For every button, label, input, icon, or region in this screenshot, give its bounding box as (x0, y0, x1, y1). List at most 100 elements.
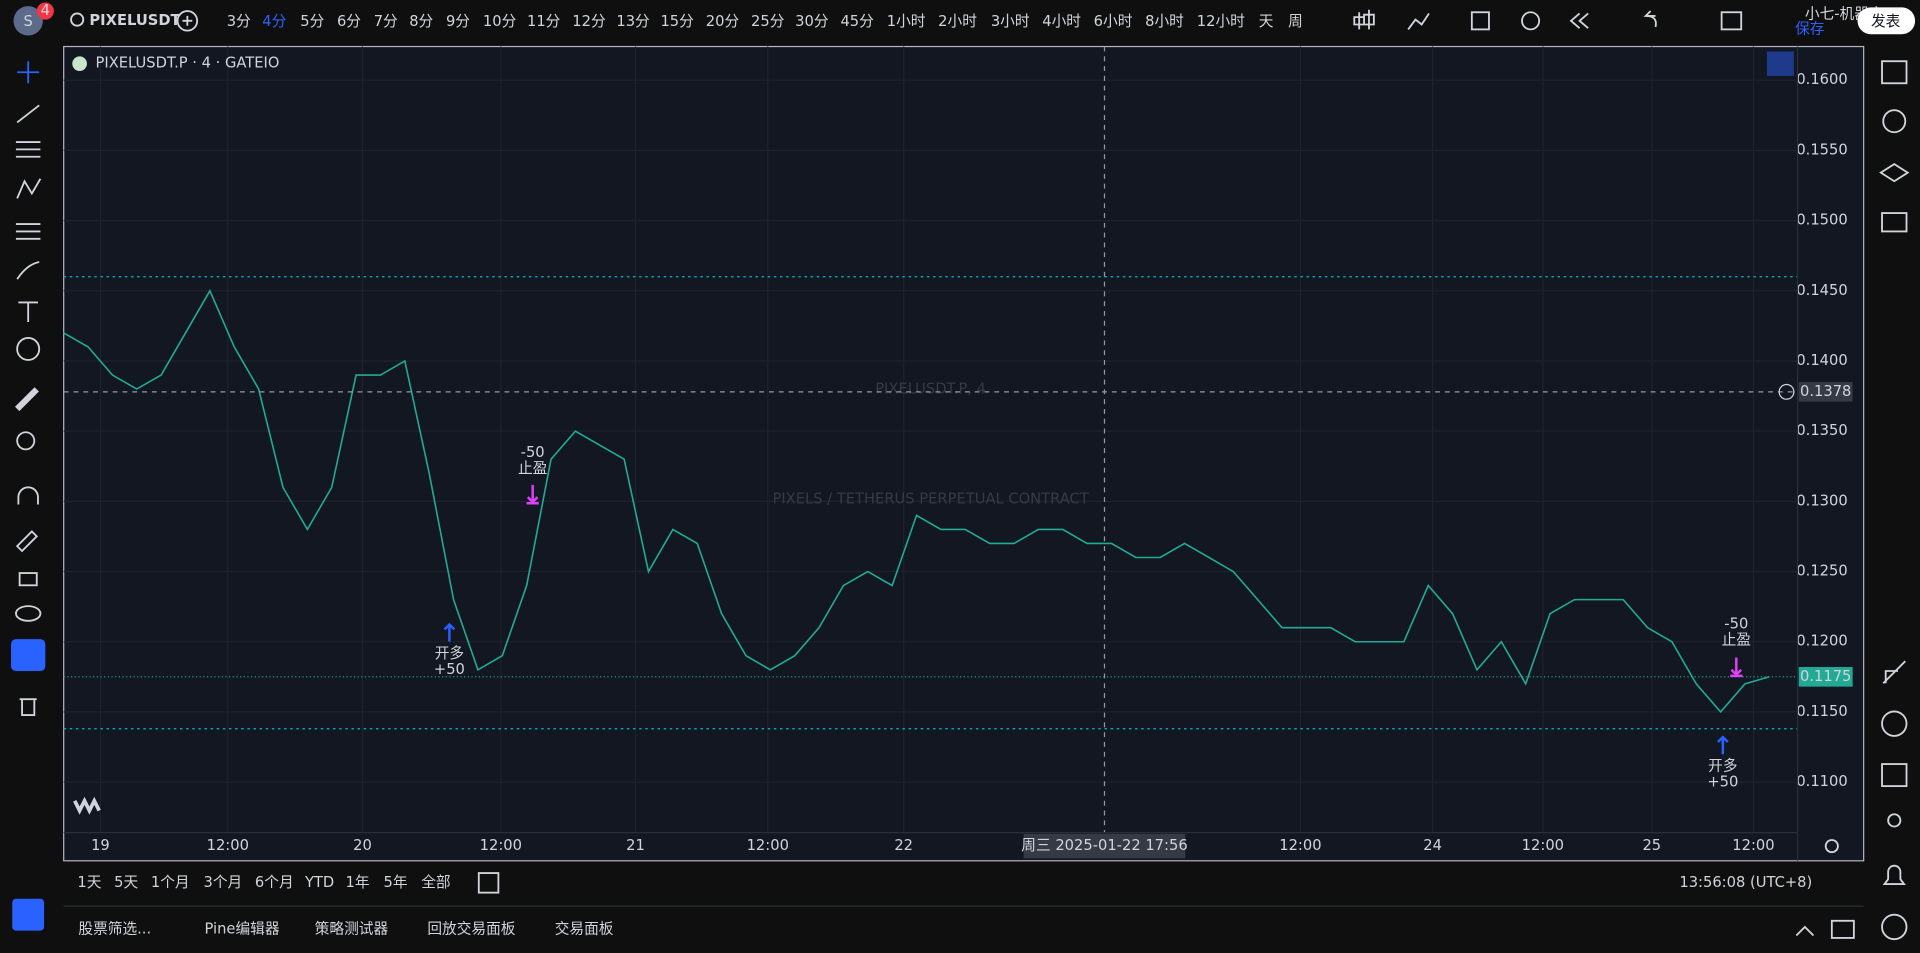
panel-tab[interactable]: 股票筛选... (78, 920, 151, 937)
replay-icon[interactable] (1569, 12, 1589, 29)
interval-button[interactable]: 15分 (660, 13, 694, 30)
link-tool[interactable] (11, 639, 46, 672)
range-button[interactable]: 3个月 (204, 874, 243, 891)
symbol[interactable]: PIXELUSDT (89, 12, 180, 29)
interval-button[interactable]: 7分 (374, 13, 398, 30)
lock-tool[interactable] (18, 572, 38, 587)
brush-tool[interactable] (16, 261, 40, 280)
people-icon[interactable] (1887, 813, 1902, 828)
time-tick-label: 12:00 (1522, 837, 1564, 854)
signal-qty: +50 (1707, 773, 1738, 790)
save-label[interactable]: 保存 (1795, 20, 1825, 37)
range-button[interactable]: YTD (304, 874, 334, 891)
add-alert[interactable] (1778, 383, 1795, 400)
settings-icon[interactable] (1824, 839, 1839, 854)
alerts-icon[interactable] (1882, 109, 1907, 134)
avatar[interactable] (13, 6, 43, 36)
range-button[interactable]: 1年 (346, 874, 370, 891)
signal-action: 止盈 (1722, 631, 1752, 648)
time-tick-label: 20 (353, 837, 372, 854)
range-button[interactable]: 5天 (114, 874, 138, 891)
interval-button[interactable]: 3分 (227, 13, 251, 30)
indicator-icon[interactable] (1407, 12, 1430, 30)
target-icon[interactable] (1881, 710, 1908, 737)
visibility-tool[interactable] (15, 605, 42, 622)
pattern-tool[interactable] (16, 178, 42, 199)
interval-button[interactable]: 10分 (483, 13, 517, 30)
interval-button[interactable]: 5分 (300, 13, 324, 30)
ruler-tool[interactable] (14, 387, 39, 412)
trend-icon[interactable] (1882, 660, 1906, 684)
panel-tab[interactable]: 交易面板 (555, 919, 614, 937)
interval-button[interactable]: 3小时 (991, 13, 1030, 30)
zoom-tool[interactable] (16, 431, 36, 451)
range-button[interactable]: 5年 (383, 874, 407, 891)
price-tick-label: 0.1450 (1796, 282, 1847, 299)
price-tick-label: 0.1350 (1796, 422, 1847, 439)
interval-button[interactable]: 25分 (751, 13, 785, 30)
last-price-label: 0.1175 (1800, 668, 1851, 685)
interval-button[interactable]: 11分 (527, 13, 561, 30)
alert-icon[interactable] (1521, 11, 1541, 31)
interval-button[interactable]: 20分 (706, 13, 740, 30)
interval-button[interactable]: 6分 (337, 13, 361, 30)
range-button[interactable]: 全部 (421, 873, 450, 891)
publish-button[interactable] (1857, 7, 1916, 35)
price-line (63, 289, 1770, 714)
panel-tab[interactable]: 回放交易面板 (427, 919, 515, 937)
interval-button[interactable]: 6小时 (1094, 13, 1133, 30)
range-button[interactable]: 1天 (77, 874, 101, 891)
tv-logo (73, 796, 101, 815)
interval-button[interactable]: 13分 (616, 13, 650, 30)
grid: 0.1600 0.1550 0.1500 0.1450 0.1400 0.1350 0.13… (63, 46, 1848, 854)
panel-tab[interactable]: 策略测试器 (315, 920, 389, 937)
time-tick-label: 12:00 (1279, 837, 1321, 854)
watchlist-icon[interactable] (1881, 60, 1908, 85)
help-icon[interactable] (1881, 913, 1908, 941)
notify-icon[interactable] (1882, 864, 1906, 885)
draw-mode-tool[interactable] (15, 530, 39, 553)
favorites[interactable] (12, 898, 45, 931)
undo-icon[interactable] (1643, 10, 1657, 28)
line-tool[interactable] (16, 104, 40, 124)
interval-button[interactable]: 4小时 (1042, 13, 1081, 30)
interval-button[interactable]: 9分 (446, 13, 470, 30)
chat-icon[interactable] (1881, 212, 1908, 233)
time-tick-label: 19 (91, 837, 110, 854)
signal-arrow (1730, 657, 1743, 678)
interval-button[interactable]: 2小时 (938, 13, 977, 30)
sync-button[interactable] (1766, 51, 1794, 76)
magnet-tool[interactable] (17, 486, 39, 505)
interval-button[interactable]: 8分 (409, 13, 433, 30)
interval-button[interactable]: 12分 (572, 13, 606, 30)
calendar-icon[interactable] (1881, 763, 1908, 788)
crosshair-price-box (1798, 382, 1853, 402)
forecast-tool[interactable] (15, 223, 41, 240)
crosshair-tool[interactable] (17, 61, 40, 84)
candle-icon[interactable] (1353, 9, 1375, 30)
panel-tab[interactable]: Pine编辑器 (205, 920, 280, 937)
layers-icon[interactable] (1879, 162, 1910, 183)
text-tool[interactable] (18, 301, 38, 323)
interval-button[interactable]: 30分 (795, 13, 829, 30)
interval-button[interactable]: 8小时 (1145, 13, 1184, 30)
signal-action: 开多 (435, 645, 464, 662)
emoji-tool[interactable] (16, 337, 41, 361)
interval-button[interactable]: 4分 (262, 13, 286, 30)
fib-tool[interactable] (15, 141, 41, 158)
interval-button[interactable]: 1小时 (887, 13, 926, 30)
interval-button[interactable]: 45分 (840, 13, 874, 30)
goto-date[interactable] (477, 872, 500, 894)
table-icon[interactable] (1720, 11, 1743, 31)
interval-button[interactable]: 12小时 (1197, 13, 1245, 30)
range-button[interactable]: 6个月 (255, 874, 294, 891)
maximize-panel[interactable] (1830, 919, 1855, 939)
layout-icon[interactable] (1470, 11, 1490, 31)
price-tick-label: 0.1100 (1796, 773, 1847, 790)
range-button[interactable]: 1个月 (151, 874, 190, 891)
interval-button[interactable]: 天 (1259, 13, 1274, 30)
interval-button[interactable]: 周 (1288, 13, 1303, 30)
delete-tool[interactable] (19, 698, 37, 717)
expand-panel[interactable] (1795, 925, 1815, 937)
add-symbol[interactable] (176, 10, 199, 32)
